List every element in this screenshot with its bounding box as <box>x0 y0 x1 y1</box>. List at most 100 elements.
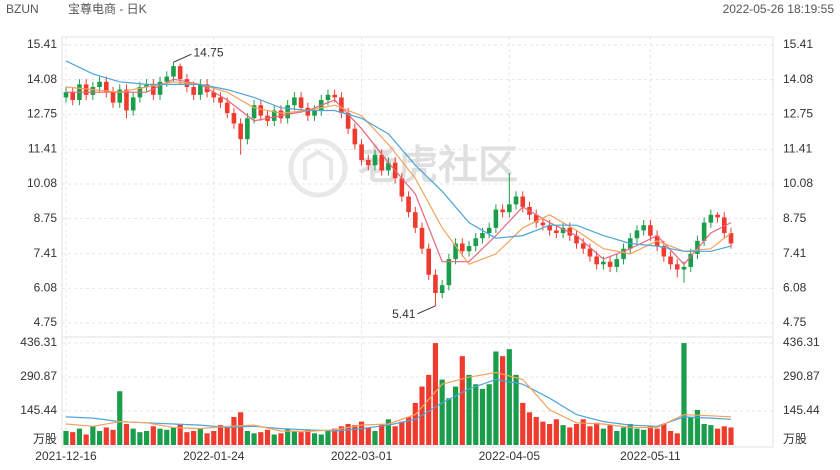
candle-body <box>587 248 593 257</box>
candle-body <box>110 92 116 103</box>
volume-bar <box>291 430 297 445</box>
volume-bar <box>594 422 600 445</box>
candle-body <box>124 89 129 111</box>
volume-bar <box>560 425 566 445</box>
volume-bar <box>204 433 210 445</box>
volume-bar <box>379 423 385 445</box>
volume-bar <box>211 430 217 445</box>
candle-body <box>191 86 196 95</box>
volume-bar <box>258 432 264 445</box>
volume-bar <box>63 430 69 445</box>
volume-bar <box>345 423 351 445</box>
volume-bar <box>573 423 580 445</box>
candle-body <box>574 235 579 244</box>
candle-body <box>218 97 223 103</box>
volume-bar <box>540 421 546 445</box>
candle-body <box>365 160 371 166</box>
candle-body <box>715 214 720 218</box>
volume-bar <box>654 428 660 445</box>
y-tick-label: 4.75 <box>34 315 58 329</box>
volume-bar <box>184 432 190 445</box>
y-tick-label-right: 10.08 <box>783 176 813 190</box>
volume-bar <box>614 430 620 445</box>
candle-body <box>439 285 445 294</box>
volume-bar <box>224 427 230 445</box>
y-tick-label: 14.08 <box>27 72 57 86</box>
candle-body <box>466 246 472 252</box>
y-tick-label: 10.08 <box>27 176 57 190</box>
moving-average <box>65 378 732 432</box>
candle-body <box>661 246 667 257</box>
volume-bar <box>164 429 170 445</box>
volume-bar <box>177 423 183 445</box>
moving-average <box>66 78 732 266</box>
panel-border <box>61 36 774 448</box>
candle-body <box>426 248 432 275</box>
candle-body <box>258 105 264 116</box>
volume-bar <box>392 426 398 445</box>
volume-bar <box>399 421 405 445</box>
volume-bar <box>567 427 573 445</box>
x-tick-label: 2022-05-11 <box>620 449 681 463</box>
candle-body <box>70 92 76 101</box>
candle-body <box>298 97 304 108</box>
volume-bar <box>352 425 358 445</box>
candle-body <box>507 204 512 213</box>
candle-body <box>104 81 109 93</box>
y-tick-label: 6.08 <box>34 280 58 294</box>
volume-bar <box>157 428 163 445</box>
volume-bar <box>305 429 311 445</box>
candle-body <box>177 66 183 80</box>
volume-bar <box>479 388 486 445</box>
volume-bar <box>667 430 674 445</box>
volume-bar <box>264 429 271 445</box>
volume-bar <box>506 349 512 445</box>
x-tick-label: 2022-01-24 <box>183 449 245 463</box>
volume-bar <box>325 430 331 445</box>
candle-body <box>117 89 123 103</box>
volume-bar <box>647 426 653 445</box>
volume-bars <box>63 343 734 445</box>
volume-bar <box>123 423 130 445</box>
y-tick-label-right: 145.44 <box>783 403 820 417</box>
volume-bar <box>721 426 727 445</box>
candle-body <box>533 214 539 223</box>
annotation-line <box>173 53 192 63</box>
candle-body <box>90 86 96 95</box>
candle-body <box>144 84 149 87</box>
annotation-line <box>417 305 436 315</box>
annotation-low: 5.41 <box>392 307 416 321</box>
candle-body <box>453 243 458 260</box>
candle-body <box>339 97 344 114</box>
volume-bar <box>600 428 606 445</box>
volume-bar <box>634 428 640 445</box>
volume-bar <box>547 423 553 445</box>
candle-body <box>345 113 351 129</box>
volume-bar <box>580 419 586 445</box>
volume-bar <box>708 425 714 445</box>
y-tick-label-right: 4.75 <box>783 315 807 329</box>
volume-bar <box>372 430 378 445</box>
candle-body <box>728 233 734 244</box>
candle-body <box>460 243 465 252</box>
volume-bar <box>96 430 103 445</box>
volume-bar <box>244 430 250 445</box>
volume-bar <box>217 425 224 445</box>
y-tick-label: 15.41 <box>27 37 57 51</box>
candle-body <box>285 105 290 119</box>
y-tick-label-right: 14.08 <box>783 72 813 86</box>
volume-bar <box>694 409 701 445</box>
volume-bar <box>446 398 452 445</box>
candle-body <box>708 214 714 223</box>
candle-body <box>500 209 505 213</box>
candle-body <box>486 227 492 234</box>
candle-body <box>674 264 680 270</box>
y-tick-label: 8.75 <box>34 211 58 225</box>
candle-body <box>473 238 479 247</box>
volume-bar <box>251 433 257 445</box>
volume-bar <box>70 432 76 445</box>
volume-bar <box>587 426 593 445</box>
candle-body <box>63 92 69 98</box>
volume-bar <box>197 428 203 445</box>
